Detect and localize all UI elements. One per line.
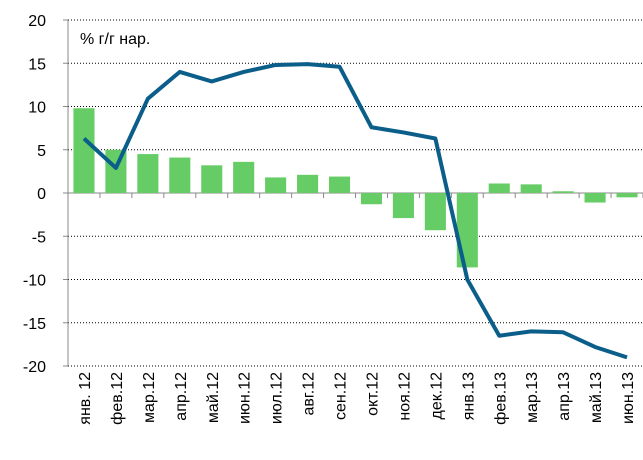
x-tick-label: апр.13 (556, 372, 573, 421)
y-tick-label: 20 (28, 13, 46, 30)
x-tick-label: мар.13 (524, 372, 541, 423)
bar (392, 193, 414, 219)
x-tick-label: май.13 (588, 372, 605, 423)
y-tick-label: -20 (23, 359, 46, 376)
x-tick-label: янв. 12 (77, 372, 94, 425)
bar (328, 176, 351, 193)
bar (424, 193, 446, 231)
bar (233, 161, 255, 193)
bar (552, 191, 574, 193)
annotation: % г/г нар. (80, 31, 150, 48)
bar (169, 157, 191, 193)
x-tick-label: июн.12 (237, 372, 254, 424)
x-tick-label: сен.12 (333, 372, 350, 420)
x-tick-label: май.12 (205, 372, 222, 423)
y-tick-label: 10 (28, 100, 46, 117)
bar (201, 165, 223, 193)
y-tick-label: 5 (37, 143, 46, 160)
bar (488, 183, 510, 193)
x-tick-label: фев.13 (492, 372, 509, 425)
bar (520, 184, 542, 193)
x-tick-label: янв.13 (460, 372, 477, 420)
bar (360, 193, 383, 205)
x-tick-label: мар.12 (141, 372, 158, 423)
x-tick-label: дек.12 (428, 372, 445, 420)
x-tick-label: июн.13 (620, 372, 637, 424)
x-tick-label: июл.12 (269, 372, 286, 424)
y-tick-label: -15 (23, 316, 46, 333)
y-tick-label: -10 (23, 273, 46, 290)
bar (265, 177, 287, 193)
line (82, 62, 628, 360)
bar (584, 193, 606, 203)
bar (137, 154, 159, 193)
y-tick-label: -5 (32, 229, 46, 246)
x-tick-label: ноя.12 (396, 372, 413, 421)
bar (616, 193, 638, 198)
y-tick-label: 0 (37, 186, 46, 203)
bar (456, 193, 478, 268)
x-tick-label: фев.12 (109, 372, 126, 425)
bar (73, 108, 95, 193)
y-tick-label: 15 (28, 56, 46, 73)
x-tick-label: окт.12 (364, 372, 381, 416)
x-tick-label: авг.12 (301, 372, 318, 416)
x-tick-label: апр.12 (173, 372, 190, 421)
bar (297, 174, 319, 193)
